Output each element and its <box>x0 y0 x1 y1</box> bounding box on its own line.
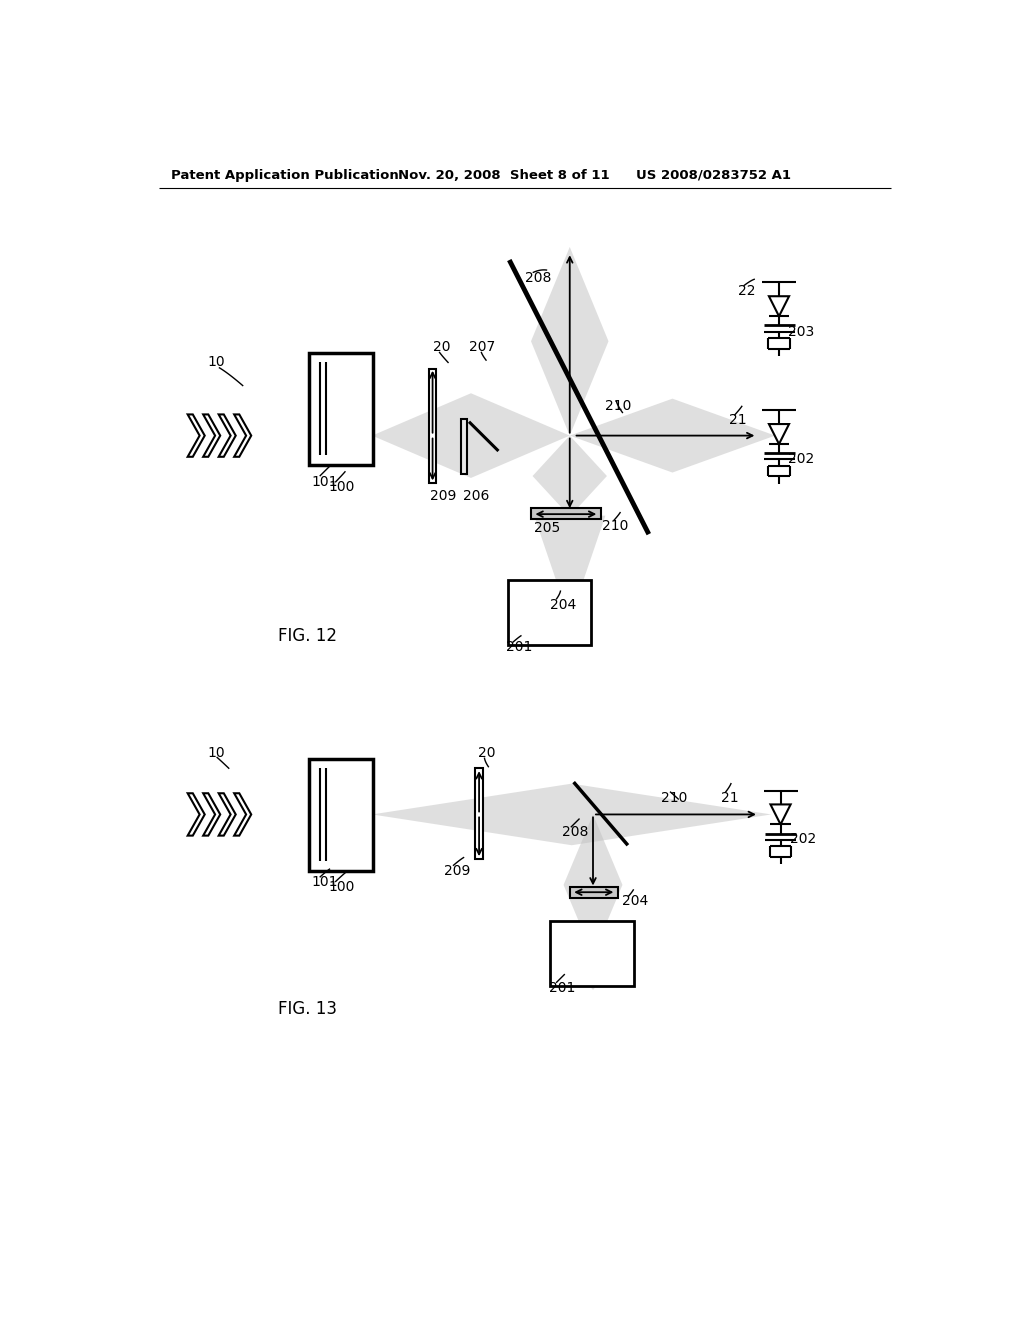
Text: 203: 203 <box>788 325 814 339</box>
Polygon shape <box>203 793 220 836</box>
Text: FIG. 13: FIG. 13 <box>278 1001 337 1018</box>
Text: 21: 21 <box>721 791 738 804</box>
Text: 201: 201 <box>549 982 575 995</box>
Polygon shape <box>219 793 236 836</box>
Polygon shape <box>234 414 251 457</box>
Polygon shape <box>203 414 220 457</box>
Text: 21: 21 <box>729 413 748 428</box>
Text: 208: 208 <box>562 825 589 840</box>
Text: US 2008/0283752 A1: US 2008/0283752 A1 <box>636 169 791 182</box>
Text: 210: 210 <box>662 791 687 804</box>
Text: 100: 100 <box>328 880 354 894</box>
Polygon shape <box>372 784 771 845</box>
Polygon shape <box>569 399 775 473</box>
Polygon shape <box>531 247 608 436</box>
Text: FIG. 12: FIG. 12 <box>278 627 337 644</box>
Text: 205: 205 <box>535 521 560 535</box>
Polygon shape <box>187 793 205 836</box>
Bar <box>475 768 483 859</box>
Text: 207: 207 <box>469 341 496 354</box>
Polygon shape <box>187 414 205 457</box>
Polygon shape <box>535 516 605 620</box>
Polygon shape <box>532 436 607 516</box>
Text: Patent Application Publication: Patent Application Publication <box>171 169 398 182</box>
Text: 206: 206 <box>463 488 489 503</box>
Polygon shape <box>234 793 251 836</box>
Text: 209: 209 <box>430 488 457 503</box>
Text: 101: 101 <box>311 875 338 890</box>
Text: 201: 201 <box>506 640 532 655</box>
Text: 10: 10 <box>208 355 225 370</box>
Text: 101: 101 <box>311 475 338 488</box>
Bar <box>308 354 373 465</box>
Text: 208: 208 <box>524 271 551 285</box>
Polygon shape <box>769 296 790 317</box>
Text: 210: 210 <box>602 520 629 533</box>
Bar <box>308 759 373 871</box>
Polygon shape <box>770 804 791 825</box>
Bar <box>461 418 467 474</box>
Text: 100: 100 <box>328 480 354 494</box>
Text: 210: 210 <box>604 400 631 413</box>
Text: 202: 202 <box>790 832 816 846</box>
Text: 22: 22 <box>738 284 756 298</box>
Bar <box>550 921 634 986</box>
Text: 204: 204 <box>623 895 648 908</box>
Text: 202: 202 <box>788 451 814 466</box>
Text: 209: 209 <box>444 863 471 878</box>
Polygon shape <box>563 814 623 956</box>
Text: 204: 204 <box>550 598 577 612</box>
Polygon shape <box>563 956 623 990</box>
Bar <box>531 508 601 519</box>
Text: 20: 20 <box>432 341 451 354</box>
Bar <box>429 370 436 483</box>
Text: 20: 20 <box>477 746 495 760</box>
Text: Nov. 20, 2008  Sheet 8 of 11: Nov. 20, 2008 Sheet 8 of 11 <box>397 169 609 182</box>
Polygon shape <box>372 393 569 478</box>
Polygon shape <box>769 424 790 444</box>
Bar <box>569 887 617 898</box>
Polygon shape <box>219 414 236 457</box>
Bar <box>508 579 592 645</box>
Text: 10: 10 <box>208 746 225 760</box>
